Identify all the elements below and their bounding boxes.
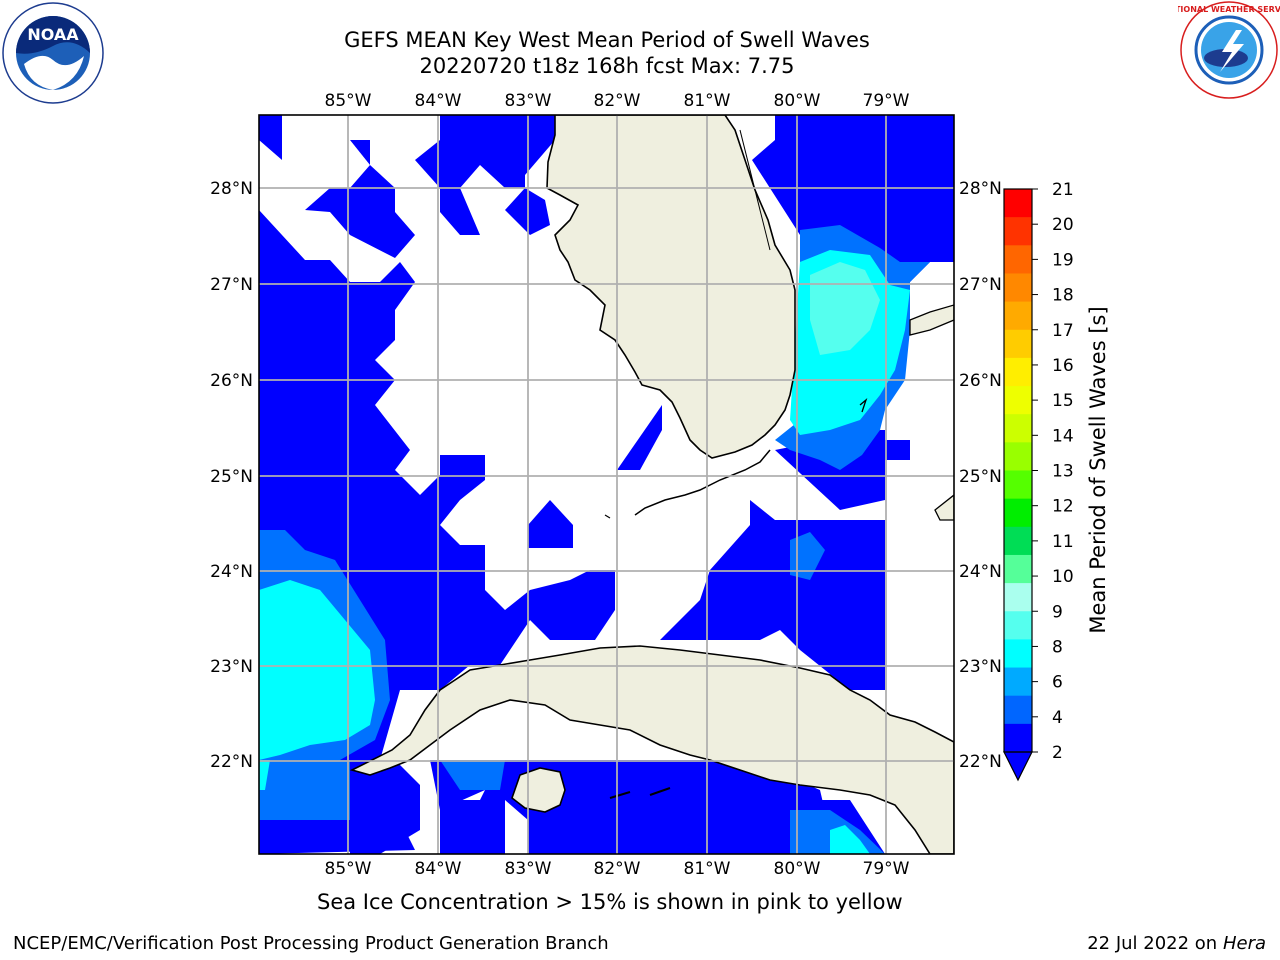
footer-date-text: 22 Jul 2022 on	[1087, 933, 1223, 954]
lon-label: 85°W	[325, 91, 372, 111]
lon-label: 81°W	[684, 859, 731, 879]
lat-label: 24°N	[210, 562, 253, 582]
swell-band-8-9	[810, 262, 880, 355]
colorbar-tick-label: 16	[1052, 356, 1074, 376]
lon-label: 84°W	[415, 859, 462, 879]
lon-label: 80°W	[774, 859, 821, 879]
map-frame	[258, 114, 955, 855]
lon-label: 79°W	[863, 91, 910, 111]
colorbar-tick-label: 20	[1052, 215, 1074, 235]
lat-label: 25°N	[959, 467, 1002, 487]
lon-label: 83°W	[505, 859, 552, 879]
colorbar-tick-label: 18	[1052, 286, 1074, 306]
colorbar-tick-label: 4	[1052, 708, 1063, 728]
lat-label: 22°N	[959, 752, 1002, 772]
noaa-logo-text: NOAA	[27, 25, 79, 44]
chart-subtitle: 20220720 t18z 168h fcst Max: 7.75	[419, 54, 795, 78]
nws-logo-text: NATIONAL WEATHER SERVICE	[1178, 5, 1280, 14]
lon-label: 85°W	[325, 859, 372, 879]
lon-label: 79°W	[863, 859, 910, 879]
colorbar-swatch	[1004, 245, 1032, 274]
lat-label: 22°N	[210, 752, 253, 772]
isla-juventud	[511, 767, 566, 813]
footer-credit: NCEP/EMC/Verification Post Processing Pr…	[13, 933, 609, 954]
colorbar-ticks: 21 20 19 18 17 16 15 14 13 12 11 10 9 8 6 4 2	[1032, 180, 1074, 763]
colorbar-tick-label: 11	[1052, 532, 1074, 552]
colorbar-tick-label: 19	[1052, 250, 1074, 270]
lat-label: 26°N	[959, 371, 1002, 391]
colorbar-tick-label: 8	[1052, 637, 1063, 657]
graticule	[259, 115, 954, 854]
lat-label: 24°N	[959, 562, 1002, 582]
colorbar-swatch	[1004, 329, 1032, 359]
colorbar-tick-label: 17	[1052, 321, 1074, 341]
colorbar-swatch	[1004, 357, 1032, 387]
bahamas	[909, 304, 954, 336]
lat-label: 23°N	[959, 657, 1002, 677]
colorbar-swatch	[1004, 301, 1032, 331]
colorbar-tick-label: 10	[1052, 567, 1074, 587]
nws-logo: NATIONAL WEATHER SERVICE	[1178, 1, 1280, 99]
lon-labels-top: 85°W 84°W 83°W 82°W 81°W 80°W 79°W	[325, 91, 910, 111]
colorbar-label: Mean Period of Swell Waves [s]	[1086, 306, 1110, 633]
lat-label: 28°N	[959, 179, 1002, 199]
lat-label: 27°N	[210, 275, 253, 295]
sea-ice-note: Sea Ice Concentration > 15% is shown in …	[317, 890, 903, 914]
lat-label: 25°N	[210, 467, 253, 487]
lat-label: 26°N	[210, 371, 253, 391]
colorbar-tick-label: 21	[1052, 180, 1074, 200]
lon-label: 82°W	[594, 859, 641, 879]
lat-label: 27°N	[959, 275, 1002, 295]
colorbar	[1003, 188, 1033, 782]
colorbar-swatch	[1004, 189, 1032, 218]
colorbar-tick-label: 9	[1052, 602, 1063, 622]
lon-label: 82°W	[594, 91, 641, 111]
colorbar-swatch	[1004, 217, 1032, 246]
colorbar-tick-label: 14	[1052, 426, 1074, 446]
lat-label: 23°N	[210, 657, 253, 677]
colorbar-swatch	[1004, 667, 1032, 697]
colorbar-swatch	[1004, 723, 1032, 753]
colorbar-swatch	[1004, 583, 1032, 612]
colorbar-swatch	[1004, 611, 1032, 640]
colorbar-swatch	[1004, 273, 1032, 303]
lon-labels-bottom: 85°W 84°W 83°W 82°W 81°W 80°W 79°W	[325, 859, 910, 879]
lat-label: 28°N	[210, 179, 253, 199]
colorbar-swatch	[1004, 386, 1032, 415]
colorbar-swatch	[1004, 498, 1032, 528]
footer-host: Hera	[1222, 933, 1266, 954]
lat-labels-right: 28°N 27°N 26°N 25°N 24°N 23°N 22°N	[959, 179, 1002, 772]
florida-land	[546, 115, 796, 459]
colorbar-tick-label: 6	[1052, 673, 1063, 693]
florida-keys	[634, 449, 771, 516]
colorbar-swatch	[1004, 442, 1032, 471]
lon-label: 81°W	[684, 91, 731, 111]
chart-title: GEFS MEAN Key West Mean Period of Swell …	[344, 28, 870, 52]
lon-label: 83°W	[505, 91, 552, 111]
colorbar-tick-label: 13	[1052, 462, 1074, 482]
colorbar-swatch	[1004, 639, 1032, 669]
colorbar-tick-label: 2	[1052, 743, 1063, 763]
noaa-logo: NOAA	[2, 2, 104, 104]
colorbar-swatch	[1004, 554, 1032, 584]
colorbar-tick-label: 12	[1052, 497, 1074, 517]
footer-date: 22 Jul 2022 on Hera	[1087, 933, 1266, 954]
lon-label: 84°W	[415, 91, 462, 111]
cuba-land	[349, 645, 954, 854]
map-area	[259, 115, 954, 854]
colorbar-swatch	[1004, 414, 1032, 443]
lat-labels-left: 28°N 27°N 26°N 25°N 24°N 23°N 22°N	[210, 179, 253, 772]
colorbar-swatch	[1004, 695, 1032, 725]
colorbar-swatch	[1004, 526, 1032, 556]
colorbar-extend-arrow	[1003, 751, 1033, 782]
lon-label: 80°W	[774, 91, 821, 111]
colorbar-tick-label: 15	[1052, 391, 1074, 411]
colorbar-swatch	[1004, 470, 1032, 500]
